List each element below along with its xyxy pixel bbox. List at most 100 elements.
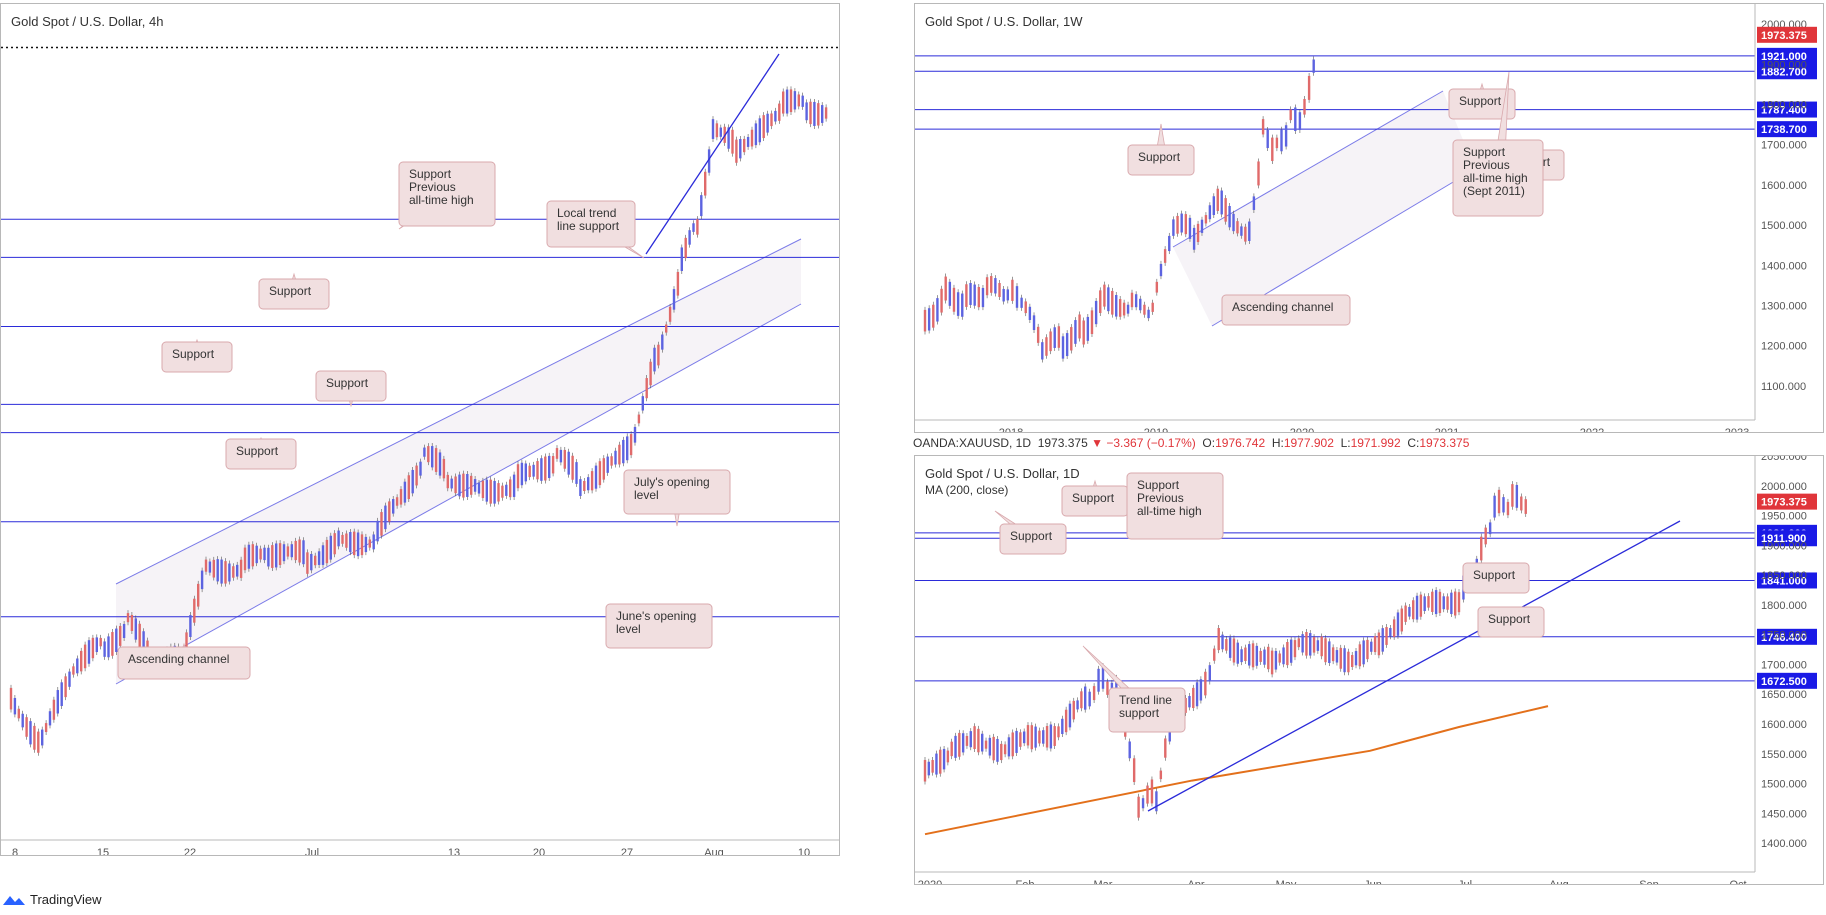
candle-body bbox=[56, 690, 59, 714]
callout-box bbox=[398, 161, 496, 227]
level-price-tag: 1841.000 bbox=[1757, 572, 1817, 589]
candle-body bbox=[1450, 592, 1453, 615]
candle-body bbox=[649, 361, 652, 386]
y-tick-label: 1100.000 bbox=[1761, 381, 1806, 393]
channel-upper-line[interactable] bbox=[1172, 90, 1444, 248]
annotation-callout[interactable]: Support bbox=[1127, 123, 1195, 176]
candle-body bbox=[442, 458, 446, 479]
candle-body bbox=[1373, 636, 1377, 653]
x-tick-label: 2020 bbox=[1290, 427, 1314, 432]
annotation-callout[interactable]: Support bbox=[994, 510, 1067, 555]
annotation-callout[interactable]: Support bbox=[225, 436, 297, 470]
candle-body bbox=[665, 324, 668, 333]
channel-upper-line[interactable] bbox=[115, 238, 802, 585]
candle-body bbox=[462, 473, 465, 498]
candle-body bbox=[1212, 196, 1216, 216]
candle-body bbox=[984, 740, 988, 749]
annotation-label: Previous bbox=[409, 180, 456, 194]
annotation-callout[interactable]: Support bbox=[315, 370, 387, 408]
candle-body bbox=[111, 632, 114, 656]
candle-body bbox=[1392, 619, 1396, 637]
annotation-callout[interactable]: Support bbox=[1061, 479, 1129, 517]
level-price-label: 1746.400 bbox=[1761, 632, 1807, 644]
candle-body bbox=[9, 687, 13, 710]
chart-1d-canvas[interactable]: 1921.0001911.9001841.0001746.4001672.500… bbox=[915, 456, 1823, 884]
candle-body bbox=[1061, 718, 1064, 735]
candle-body bbox=[567, 451, 570, 475]
candle-body bbox=[965, 735, 969, 746]
candle-body bbox=[1446, 596, 1449, 610]
candle-body bbox=[427, 446, 430, 463]
candle-body bbox=[1370, 641, 1373, 652]
candle-body bbox=[275, 543, 278, 568]
candle-body bbox=[1257, 161, 1260, 186]
y-tick-label: 1500.000 bbox=[1761, 779, 1807, 791]
annotation-callout[interactable]: Support bbox=[1477, 606, 1545, 638]
candle-body bbox=[520, 462, 524, 486]
candle-body bbox=[341, 534, 344, 544]
candle-body bbox=[60, 682, 63, 707]
candle-body bbox=[1266, 129, 1269, 149]
candle-body bbox=[501, 485, 504, 498]
level-price-label: 1787.400 bbox=[1761, 105, 1807, 117]
annotation-callout[interactable]: Support bbox=[161, 338, 233, 373]
trend-line[interactable] bbox=[1147, 520, 1681, 812]
candle-body bbox=[1225, 639, 1228, 651]
annotation-label: line support bbox=[557, 219, 620, 233]
candle-body bbox=[746, 136, 750, 147]
candle-body bbox=[1297, 638, 1300, 648]
tradingview-brand[interactable]: TradingView bbox=[2, 892, 102, 907]
annotation-callout[interactable]: Support bbox=[1448, 82, 1516, 120]
candle-body bbox=[1316, 640, 1320, 651]
chart-panel-1w: 1921.000 1882.700 1787.400 1738.700 Support S… bbox=[914, 3, 1824, 433]
candle-body bbox=[1248, 221, 1251, 241]
candle-body bbox=[1438, 591, 1442, 613]
annotation-callout[interactable]: Ascending channel bbox=[1221, 294, 1351, 326]
annotation-label: Support bbox=[1137, 478, 1180, 492]
candle-body bbox=[719, 127, 722, 137]
last-price-label: 1973.375 bbox=[1761, 497, 1807, 509]
candle-body bbox=[1351, 655, 1354, 667]
candle-body bbox=[208, 561, 212, 573]
candle-body bbox=[540, 458, 543, 481]
annotation-label: Support bbox=[1473, 568, 1516, 582]
annotation-callout[interactable]: Support bbox=[258, 272, 330, 310]
candle-body bbox=[1280, 129, 1283, 152]
annotation-label: Support bbox=[326, 376, 369, 390]
ma-200-line[interactable] bbox=[924, 705, 1549, 836]
annotation-callout[interactable]: Ascending channel bbox=[117, 642, 251, 680]
candle-body bbox=[1168, 235, 1171, 252]
x-tick-label: 8 bbox=[12, 847, 18, 855]
chart-panel-1d: 1921.0001911.9001841.0001746.4001672.500… bbox=[914, 455, 1824, 885]
candle-body bbox=[1236, 221, 1239, 234]
candle-body bbox=[290, 544, 293, 558]
candle-body bbox=[1163, 249, 1167, 263]
candle-body bbox=[271, 545, 274, 568]
candle-body bbox=[969, 282, 972, 305]
chart-4h-canvas[interactable]: 2000.0001921.0001903.4451871.6091835.800… bbox=[1, 4, 839, 855]
annotation-callout[interactable]: Support bbox=[1462, 562, 1530, 594]
candle-body bbox=[801, 95, 804, 107]
candle-body bbox=[1118, 299, 1122, 317]
candle-body bbox=[1270, 650, 1274, 675]
candle-body bbox=[1111, 290, 1114, 315]
x-tick-label: 10 bbox=[798, 847, 810, 855]
candle-body bbox=[1003, 744, 1007, 755]
candle-body bbox=[1358, 644, 1362, 667]
trend-line[interactable] bbox=[645, 53, 780, 255]
annotation-label: Support bbox=[1072, 491, 1115, 505]
candle-body bbox=[1415, 595, 1419, 620]
candle-body bbox=[1132, 758, 1136, 783]
candle-body bbox=[80, 650, 83, 672]
candle-body bbox=[1255, 645, 1259, 666]
candle-body bbox=[1431, 591, 1434, 612]
chart-1w-canvas[interactable]: 1921.0001882.7001787.4001738.700SupportS… bbox=[915, 4, 1823, 432]
candle-body bbox=[754, 123, 758, 146]
